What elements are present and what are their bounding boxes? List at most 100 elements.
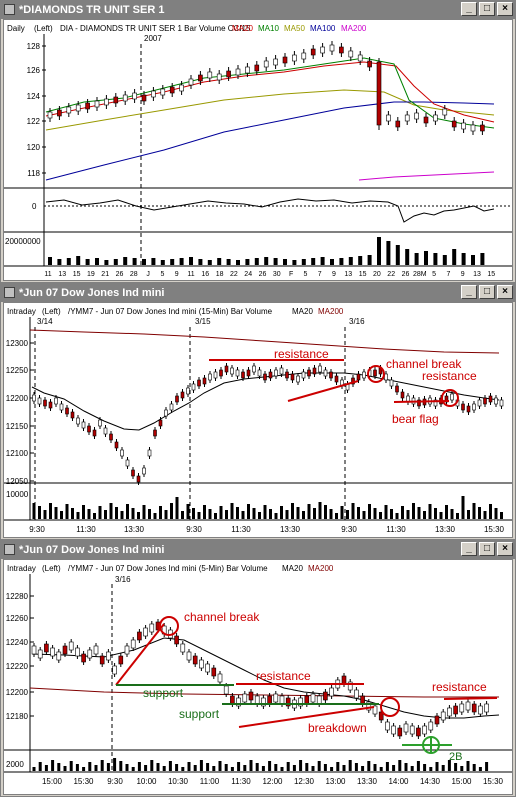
volume-bar [286, 762, 290, 771]
volume-bar [170, 259, 175, 265]
window-menu-icon[interactable] [4, 4, 15, 15]
volume-bar [82, 505, 85, 519]
candle-body [199, 659, 204, 669]
candle-body [235, 68, 241, 76]
window-menu-icon[interactable] [4, 544, 15, 555]
maximize-button[interactable]: □ [479, 542, 495, 556]
close-button[interactable]: × [497, 2, 513, 16]
window-title: *DIAMONDS TR UNIT SER 1 [19, 4, 165, 16]
candle-body [386, 114, 391, 122]
annotation-breakdown: breakdown [308, 721, 367, 735]
candle-body [160, 88, 166, 96]
candle-body [202, 377, 207, 385]
volume-bar [434, 508, 437, 519]
time-tick: 13:30 [124, 525, 145, 534]
candle-body [219, 369, 223, 377]
candle-body [348, 50, 354, 58]
intraday-15min-chart: Intraday (Left) /YMM7 - Jun 07 Dow Jones… [4, 307, 512, 534]
titlebar[interactable]: *DIAMONDS TR UNIT SER 1 _ □ × [1, 1, 515, 19]
volume-bar [123, 257, 128, 265]
candle-body [48, 401, 53, 409]
time-tick: 10:00 [136, 777, 157, 786]
candle-body [180, 391, 185, 399]
volume-bar [32, 503, 36, 519]
volume-bar [132, 258, 137, 265]
volume-bar [38, 762, 42, 771]
volume-bar [197, 512, 201, 519]
volume-bar [351, 503, 355, 519]
channel-break-marker [159, 616, 179, 636]
candle-body [223, 685, 229, 695]
volume-bar [441, 765, 445, 771]
volume-bar [104, 260, 109, 265]
candle-body [347, 681, 353, 691]
scale-label: (Left) [42, 307, 61, 316]
candle-body [147, 449, 152, 457]
candle-body [75, 647, 80, 657]
annotation-2b: 2B [449, 751, 462, 763]
candle-body [241, 371, 245, 379]
volume-bar [398, 760, 402, 771]
window-dia-daily: *DIAMONDS TR UNIT SER 1 _ □ × Daily (Lef… [0, 0, 516, 283]
annotation-channel-break: channel break [386, 357, 462, 371]
volume-bar [323, 764, 327, 771]
candle-body [357, 54, 363, 62]
volume-bar [456, 513, 459, 519]
minimize-button[interactable]: _ [461, 542, 477, 556]
candle-body [339, 46, 344, 54]
candle-body [323, 369, 328, 377]
volume-bar [104, 510, 107, 519]
date-tick: 11 [44, 271, 51, 278]
candle-body [242, 693, 248, 703]
volume-bar [219, 506, 223, 519]
scale-label: (Left) [34, 24, 53, 33]
volume-bar [395, 245, 400, 265]
volume-bar [423, 511, 426, 519]
date-label-3-14: 3/14 [37, 317, 53, 326]
candle-body [316, 695, 322, 705]
candle-body [254, 64, 260, 72]
maximize-button[interactable]: □ [479, 2, 495, 16]
titlebar[interactable]: *Jun 07 Dow Jones Ind mini _ □ × [1, 541, 515, 559]
volume-bar [94, 765, 98, 771]
candle-body [478, 705, 483, 715]
candle-body [98, 419, 102, 427]
titlebar[interactable]: *Jun 07 Dow Jones Ind mini _ □ × [1, 284, 515, 302]
candle-body [389, 379, 394, 387]
candle-body [32, 394, 36, 402]
price-tick: 12200 [6, 394, 29, 403]
volume-bar [367, 761, 371, 771]
chart-area[interactable]: Intraday (Left) /YMM7 - Jun 07 Dow Jones… [3, 302, 513, 538]
volume-bar [429, 767, 433, 771]
candle-body [124, 645, 130, 655]
volume-bar [305, 763, 309, 771]
candle-body [453, 705, 458, 715]
volume-bar [98, 506, 102, 519]
chart-area[interactable]: Intraday (Left) /YMM7 - Jun 07 Dow Jones… [3, 559, 513, 795]
indicator-label: MA20 [292, 307, 313, 316]
chart-area[interactable]: Daily (Left) DIA - DIAMONDS TR UNIT SER … [3, 19, 513, 281]
candle-body [236, 697, 241, 707]
candle-body [164, 409, 168, 417]
close-button[interactable]: × [497, 542, 513, 556]
date-tick: 11 [187, 271, 194, 278]
candle-body [31, 645, 37, 655]
price-tick: 12180 [6, 712, 29, 721]
ma10-line [45, 57, 495, 129]
window-menu-icon[interactable] [4, 287, 15, 298]
volume-bar [324, 505, 327, 519]
maximize-button[interactable]: □ [479, 285, 495, 299]
candle-body [301, 52, 307, 60]
candle-body [367, 60, 372, 68]
candle-body [109, 433, 113, 441]
candle-body [153, 429, 157, 437]
date-tick: 22 [230, 271, 238, 278]
close-button[interactable]: × [497, 285, 513, 299]
ma20-line [31, 372, 500, 431]
minimize-button[interactable]: _ [461, 2, 477, 16]
volume-bar [291, 503, 294, 519]
time-tick: 13:30 [280, 525, 301, 534]
symbol-line: /YMM7 - Jun 07 Dow Jones Ind mini (5-Min… [68, 564, 268, 573]
volume-bar [153, 513, 157, 519]
minimize-button[interactable]: _ [461, 285, 477, 299]
